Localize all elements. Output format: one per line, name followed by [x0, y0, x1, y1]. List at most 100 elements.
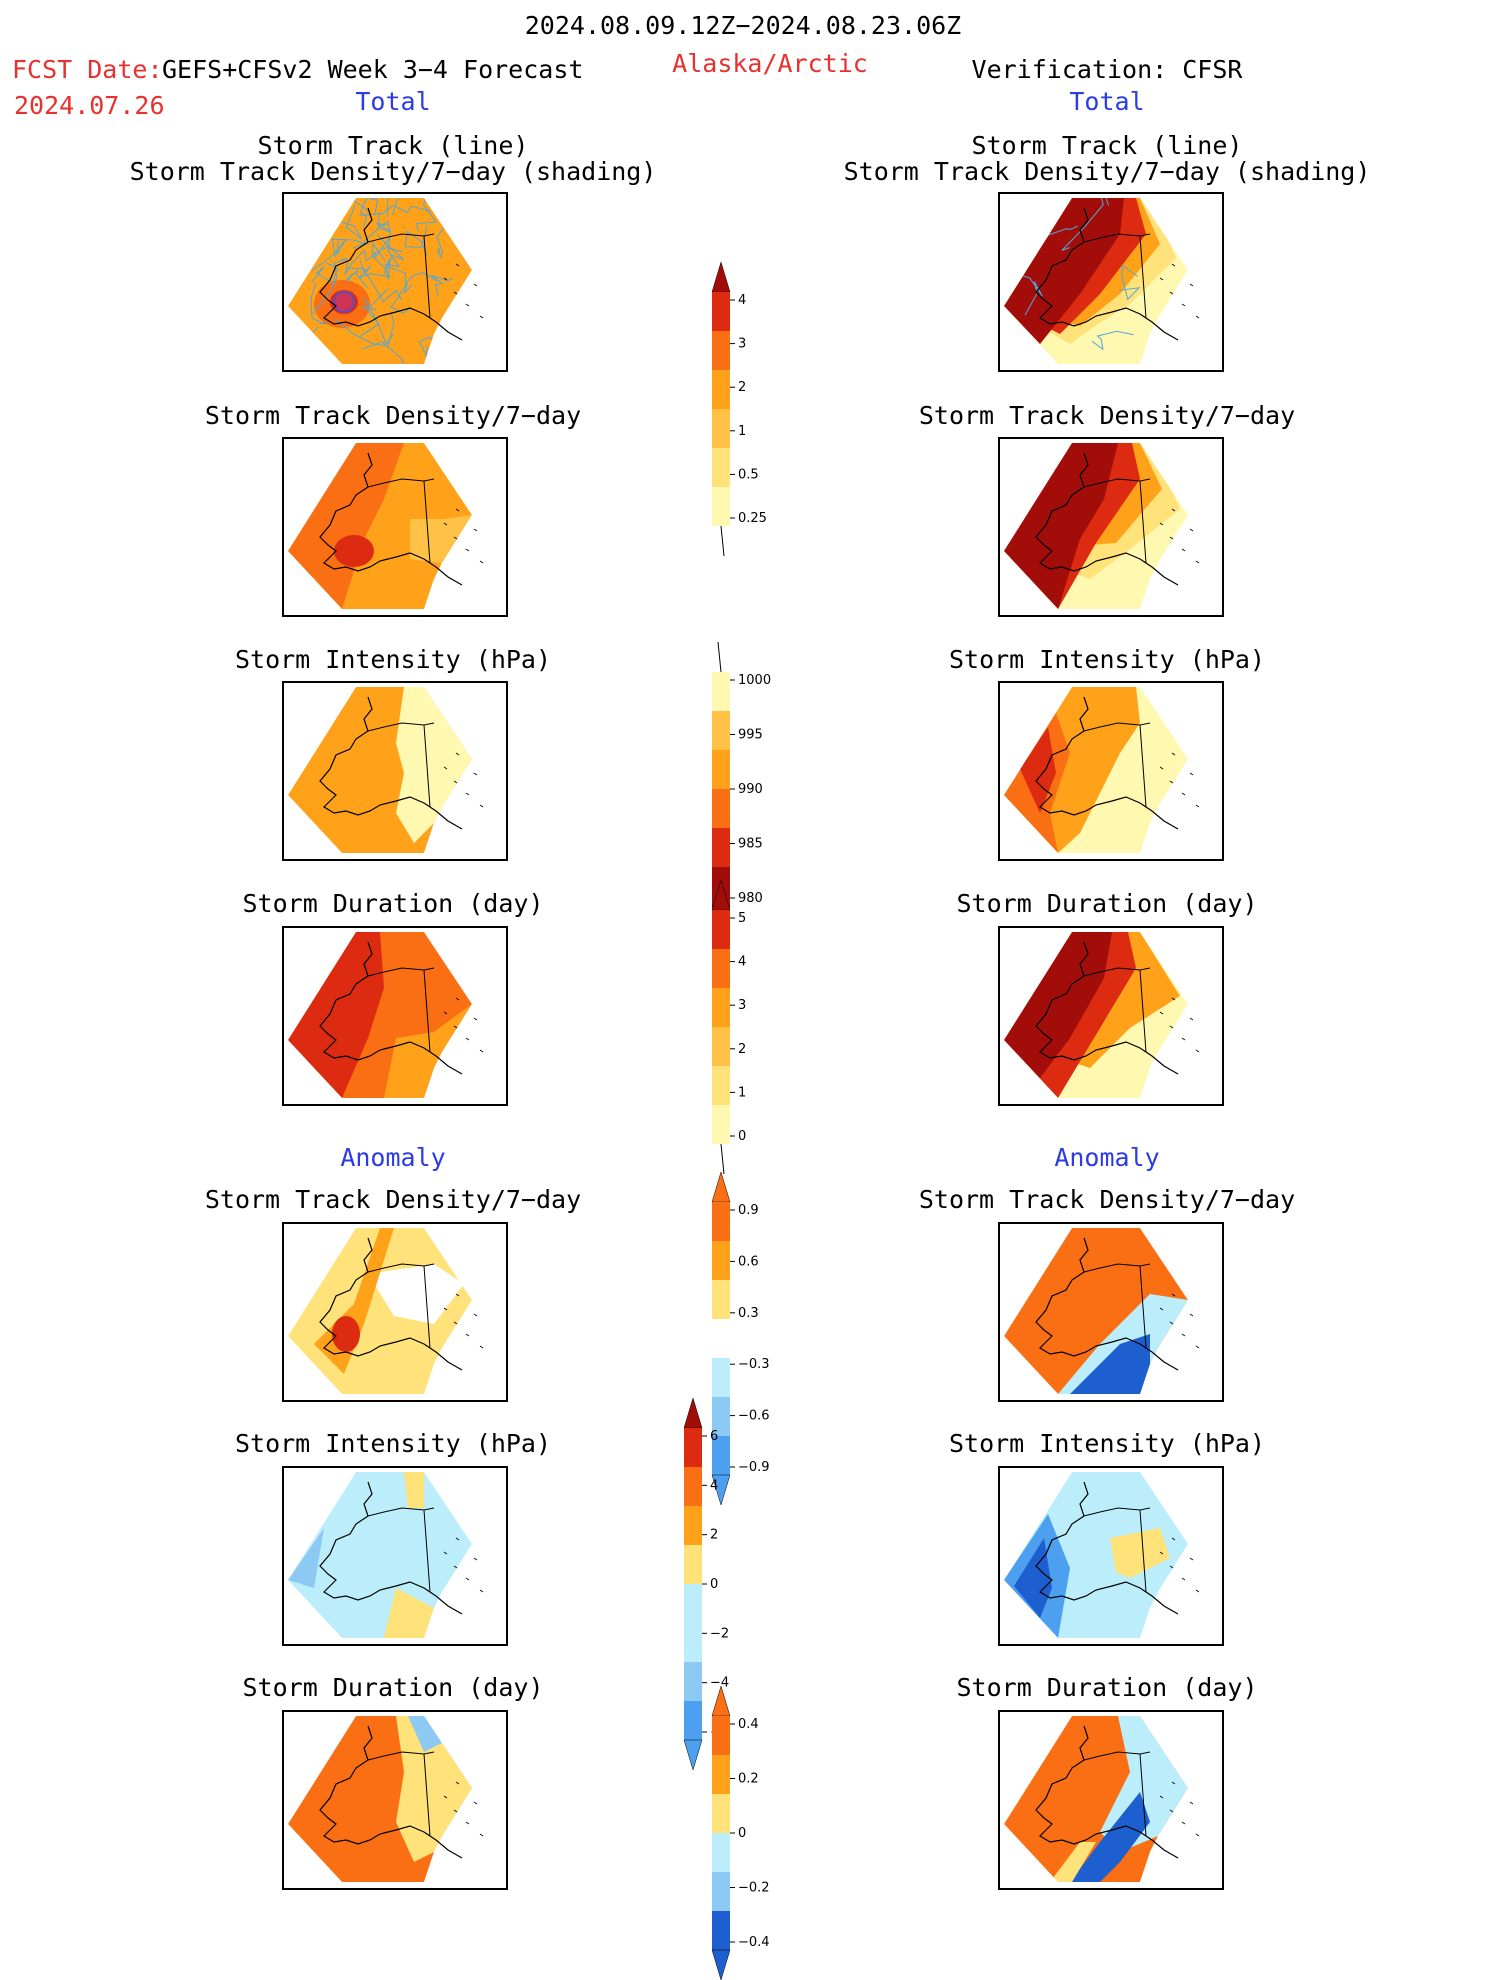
colorbar-tick-label: −0.4	[738, 1935, 770, 1950]
title-left-density: Storm Track Density/7−day	[204, 401, 582, 430]
colorbar-swatch	[712, 292, 730, 331]
title-left-track-shading: Storm Track Density/7−day (shading)	[129, 157, 657, 186]
colorbar-tick-label: 4	[710, 1478, 718, 1493]
colorbar-swatch	[712, 1397, 730, 1436]
colorbar-tick-label: 0	[738, 1129, 746, 1144]
coastline	[1035, 941, 1179, 1075]
shading-region	[332, 1316, 360, 1352]
colorbar-swatch	[712, 1066, 730, 1105]
shading-region	[1070, 1792, 1150, 1882]
colorbar-swatch	[684, 1584, 702, 1623]
colorbar-swatch	[684, 1623, 702, 1662]
right-section-label: Total	[1069, 87, 1145, 116]
map-right-intensity	[998, 681, 1224, 861]
verification-label: Verification: CFSR	[971, 55, 1243, 84]
map-left-anom-duration	[282, 1710, 508, 1890]
colorbar-tick-label: 0.25	[738, 511, 767, 526]
colorbar-tick-label: 0.9	[738, 1203, 759, 1218]
coastline	[319, 207, 463, 341]
shading-region	[288, 932, 384, 1098]
shading-region	[404, 1472, 424, 1508]
coastline	[1035, 1481, 1179, 1615]
colorbar-bottom-arrow	[683, 1739, 703, 1771]
track-density-peak	[333, 291, 355, 313]
colorbar-top-arrow	[711, 261, 731, 293]
colorbar-swatch	[712, 672, 730, 711]
colorbar-bottom-arrow	[711, 1474, 731, 1506]
fcst-date: 2024.07.26	[14, 91, 165, 120]
colorbar-tick-label: 985	[738, 837, 763, 852]
colorbar-tick-label: 0.5	[738, 467, 759, 482]
shading-region	[396, 1716, 472, 1862]
shading-region	[396, 687, 472, 843]
title-left-anom-density: Storm Track Density/7−day	[204, 1185, 582, 1214]
colorbar-swatch	[712, 1202, 730, 1241]
coastline	[319, 941, 463, 1075]
shading-region	[1110, 1528, 1170, 1578]
border-line	[1139, 1265, 1147, 1349]
region-label: Alaska/Arctic	[672, 49, 868, 78]
colorbar-swatch	[712, 789, 730, 828]
border-line	[423, 235, 431, 319]
colorbar-tick-label: −0.9	[738, 1460, 770, 1475]
map-left-duration	[282, 926, 508, 1106]
border-line	[423, 724, 431, 808]
colorbar-tick-label: −0.6	[738, 1409, 770, 1424]
colorbar-tick-label: 4	[738, 293, 746, 308]
colorbar-swatch	[684, 1506, 702, 1545]
shading-region	[288, 198, 472, 364]
border-line	[423, 480, 431, 564]
coastline	[319, 1481, 463, 1615]
coastline	[319, 452, 463, 586]
shading-region	[384, 1588, 434, 1638]
coastline	[319, 696, 463, 830]
colorbar-tick-label: 990	[738, 782, 763, 797]
colorbar-duration-total: 5 4 3 2 1 0	[711, 879, 792, 1175]
colorbar-swatch	[712, 988, 730, 1027]
colorbar-swatch	[712, 1911, 730, 1950]
colorbar-swatch	[684, 1545, 702, 1584]
title-right-anom-duration: Storm Duration (day)	[956, 1673, 1258, 1702]
colorbar-tick-label: 995	[738, 728, 763, 743]
coastline	[319, 1725, 463, 1859]
colorbar-tick-label: 5	[738, 911, 746, 926]
colorbar-top-arrow	[711, 1685, 731, 1717]
shading-region	[1050, 1842, 1096, 1882]
border-line	[423, 1265, 431, 1349]
date-range: 2024.08.09.12Z−2024.08.23.06Z	[524, 11, 962, 40]
colorbar-tick-label: 2	[738, 380, 746, 395]
colorbar-swatch	[712, 1241, 730, 1280]
shading-region	[1004, 932, 1112, 1078]
colorbar-duration-anom: 0.4 0.2 0 −0.2 −0.4	[711, 1685, 792, 1980]
colorbar-swatch	[712, 828, 730, 867]
colorbar-swatch	[712, 1716, 730, 1755]
map-left-track	[282, 192, 508, 372]
map-right-anom-intensity	[998, 1466, 1224, 1646]
colorbar-top-arrow	[711, 879, 731, 911]
map-right-density	[998, 437, 1224, 617]
left-section-label: Total	[355, 87, 431, 116]
coastline	[1035, 1725, 1179, 1859]
colorbar-density-total: 4 3 2 1 0.5 0.25	[711, 261, 792, 557]
map-right-duration	[998, 926, 1224, 1106]
colorbar-swatch	[712, 1833, 730, 1872]
shading-region	[1004, 198, 1124, 344]
colorbar-swatch	[684, 1467, 702, 1506]
colorbar-swatch	[712, 711, 730, 750]
title-right-anom-density: Storm Track Density/7−day	[918, 1185, 1296, 1214]
colorbar-tick-label: −2	[710, 1626, 729, 1641]
colorbar-swatch	[712, 1794, 730, 1833]
colorbar-density-anom: 0.9 0.6 0.3 −0.3 −0.6 −0.9	[711, 1171, 792, 1506]
colorbar-tick-label: 1000	[738, 673, 771, 688]
border-line	[1139, 969, 1147, 1053]
fcst-model: GEFS+CFSv2 Week 3−4 Forecast	[162, 55, 584, 84]
colorbar-swatch	[712, 331, 730, 370]
colorbar-swatch	[712, 910, 730, 949]
left-anomaly-label: Anomaly	[340, 1143, 446, 1172]
colorbar-tick-label: 0	[738, 1826, 746, 1841]
colorbar-top-arrow	[711, 1171, 731, 1203]
fcst-date-label: FCST Date:	[12, 55, 163, 84]
colorbar-tick-label: 0.4	[738, 1717, 759, 1732]
colorbar-swatch	[712, 1105, 730, 1144]
shading-region	[334, 535, 374, 567]
